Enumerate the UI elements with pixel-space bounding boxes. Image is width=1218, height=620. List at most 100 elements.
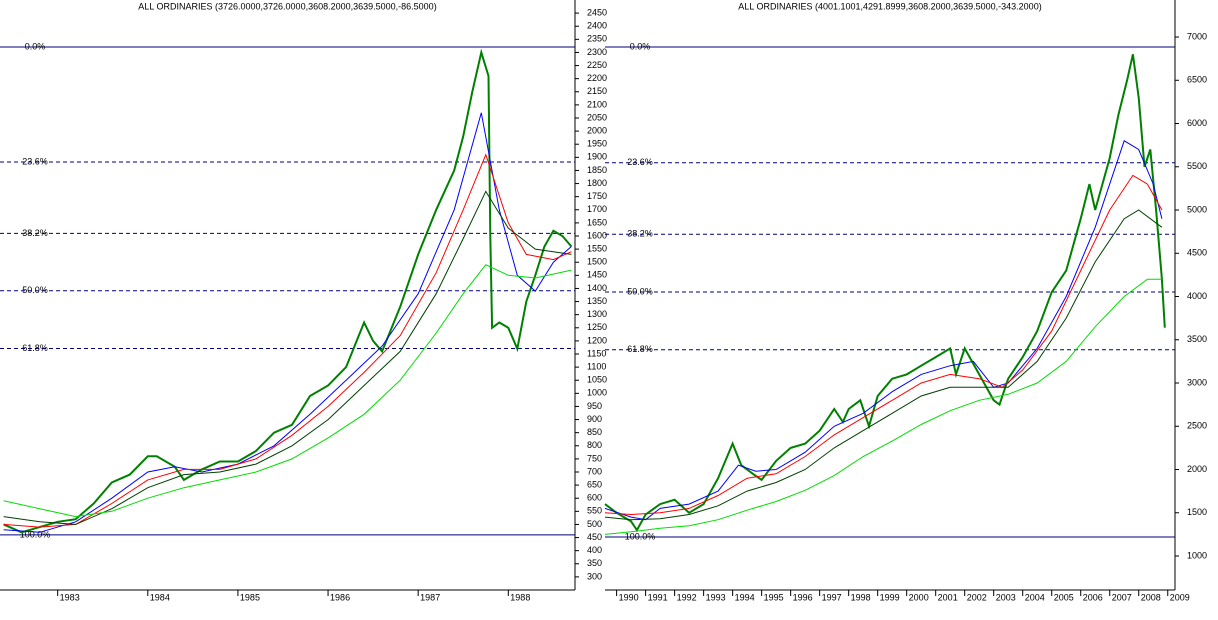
x-tick-label: 1984 (150, 592, 170, 602)
y-tick-label: 1850 (587, 165, 607, 175)
y-tick-label: 5000 (1187, 204, 1207, 214)
y-tick-label: 650 (587, 479, 602, 489)
x-tick-label: 1994 (735, 592, 755, 602)
x-tick-label: 2003 (996, 592, 1016, 602)
y-tick-label: 750 (587, 453, 602, 463)
fib-label: 61.8% (627, 344, 653, 354)
x-tick-label: 2008 (1141, 592, 1161, 602)
price-line (3, 112, 572, 533)
y-tick-label: 1650 (587, 217, 607, 227)
x-tick-label: 1991 (648, 592, 668, 602)
y-tick-label: 1700 (587, 204, 607, 214)
y-tick-label: 3500 (1187, 334, 1207, 344)
x-tick-label: 1987 (420, 592, 440, 602)
y-tick-label: 700 (587, 466, 602, 476)
y-tick-label: 1200 (587, 335, 607, 345)
y-tick-label: 850 (587, 427, 602, 437)
y-tick-label: 550 (587, 506, 602, 516)
y-tick-label: 1400 (587, 283, 607, 293)
y-tick-label: 500 (587, 519, 602, 529)
y-tick-label: 1550 (587, 243, 607, 253)
y-tick-label: 900 (587, 414, 602, 424)
fib-label: 38.2% (22, 228, 48, 238)
x-tick-label: 1983 (60, 592, 80, 602)
y-tick-label: 3000 (1187, 377, 1207, 387)
y-tick-label: 4500 (1187, 248, 1207, 258)
price-line (3, 153, 572, 528)
y-tick-label: 2450 (587, 7, 607, 17)
x-tick-label: 1988 (510, 592, 530, 602)
x-tick-label: 2006 (1083, 592, 1103, 602)
y-tick-label: 1600 (587, 230, 607, 240)
y-tick-label: 4000 (1187, 291, 1207, 301)
y-tick-label: 2250 (587, 60, 607, 70)
y-tick-label: 1050 (587, 375, 607, 385)
x-tick-label: 2007 (1112, 592, 1132, 602)
price-line (604, 278, 1162, 535)
fib-label: 38.2% (627, 229, 653, 239)
price-line (604, 209, 1163, 521)
price-line (3, 48, 573, 534)
y-tick-label: 2500 (1187, 421, 1207, 431)
x-tick-label: 1986 (330, 592, 350, 602)
fib-label: 50.0% (22, 285, 48, 295)
y-tick-label: 7000 (1187, 31, 1207, 41)
y-tick-label: 2000 (1187, 464, 1207, 474)
y-tick-label: 400 (587, 545, 602, 555)
y-tick-label: 950 (587, 401, 602, 411)
y-tick-label: 1000 (1187, 550, 1207, 560)
fib-label: 0.0% (630, 41, 651, 51)
x-tick-label: 1995 (764, 592, 784, 602)
y-tick-label: 450 (587, 532, 602, 542)
fib-label: 100.0% (20, 529, 51, 539)
y-tick-label: 5500 (1187, 161, 1207, 171)
y-tick-label: 1900 (587, 152, 607, 162)
x-tick-label: 1985 (240, 592, 260, 602)
x-tick-label: 1990 (619, 592, 639, 602)
y-tick-label: 1500 (1187, 507, 1207, 517)
y-tick-label: 1300 (587, 309, 607, 319)
price-line (604, 174, 1163, 516)
y-tick-label: 2150 (587, 86, 607, 96)
y-tick-label: 2000 (587, 125, 607, 135)
x-tick-label: 2000 (909, 592, 929, 602)
y-tick-label: 2400 (587, 21, 607, 31)
chart-title: ALL ORDINARIES (4001.1001,4291.8999,3608… (738, 1, 1041, 11)
x-tick-label: 2005 (1054, 592, 1074, 602)
x-tick-label: 1992 (677, 592, 697, 602)
chart-title: ALL ORDINARIES (3726.0000,3726.0000,3608… (138, 1, 436, 11)
y-tick-label: 6500 (1187, 75, 1207, 85)
y-tick-label: 800 (587, 440, 602, 450)
x-tick-label: 2001 (938, 592, 958, 602)
y-tick-label: 300 (587, 571, 602, 581)
y-tick-label: 2050 (587, 112, 607, 122)
x-tick-label: 2002 (967, 592, 987, 602)
fib-label: 61.8% (22, 343, 48, 353)
price-line (3, 190, 572, 525)
y-tick-label: 1450 (587, 270, 607, 280)
fib-label: 0.0% (25, 41, 46, 51)
fib-label: 50.0% (627, 286, 653, 296)
y-tick-label: 1800 (587, 178, 607, 188)
y-tick-label: 2200 (587, 73, 607, 83)
y-tick-label: 1250 (587, 322, 607, 332)
x-tick-label: 1998 (851, 592, 871, 602)
x-tick-label: 1997 (822, 592, 842, 602)
y-tick-label: 6000 (1187, 118, 1207, 128)
price-line (604, 140, 1163, 521)
y-tick-label: 1100 (587, 361, 606, 371)
y-tick-label: 350 (587, 558, 602, 568)
y-tick-label: 1000 (587, 388, 607, 398)
y-tick-label: 1750 (587, 191, 607, 201)
fib-label: 23.6% (627, 157, 653, 167)
y-tick-label: 1350 (587, 296, 607, 306)
price-line (3, 264, 572, 518)
y-tick-label: 1950 (587, 139, 607, 149)
x-tick-label: 2004 (1025, 592, 1045, 602)
y-tick-label: 2300 (587, 47, 607, 57)
x-tick-label: 1996 (793, 592, 813, 602)
y-tick-label: 2350 (587, 34, 607, 44)
